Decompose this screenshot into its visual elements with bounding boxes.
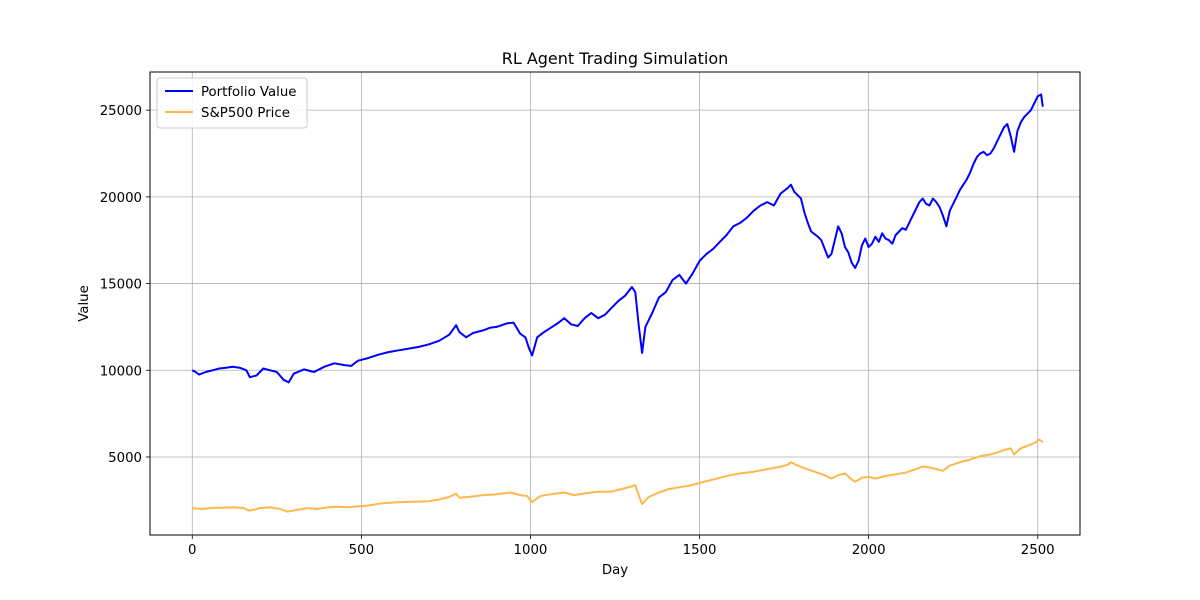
- series-line-1: [191, 93, 1044, 384]
- x-axis-label: Day: [602, 563, 628, 578]
- x-tick-label: 500: [349, 543, 374, 558]
- axis-ticks: 0 500 1000 1500 2000 2500 5000 10000 15000 20000 2…: [100, 104, 1055, 558]
- x-tick-label: 0: [188, 543, 196, 558]
- plot-frame: [149, 71, 1081, 536]
- x-tick-label: 2500: [1021, 543, 1055, 558]
- x-tick-label: 1500: [683, 543, 717, 558]
- legend-box: [156, 77, 308, 129]
- chart-title: RL Agent Trading Simulation: [502, 49, 729, 68]
- y-tick-label: 25000: [100, 104, 142, 119]
- series-line-2: [192, 438, 1044, 513]
- y-tick-label: 20000: [100, 191, 142, 206]
- legend-entry-label: Portfolio Value: [201, 85, 296, 100]
- y-tick-label: 5000: [108, 451, 142, 466]
- y-tick-label: 15000: [100, 278, 142, 293]
- y-axis-label: Value: [77, 285, 92, 322]
- series-layer: [191, 93, 1044, 513]
- y-tick-label: 10000: [100, 364, 142, 379]
- legend-entry-label: S&P500 Price: [201, 106, 290, 121]
- legend: Portfolio Value S&P500 Price: [156, 77, 308, 129]
- x-tick-label: 1000: [514, 543, 548, 558]
- x-tick-label: 2000: [852, 543, 886, 558]
